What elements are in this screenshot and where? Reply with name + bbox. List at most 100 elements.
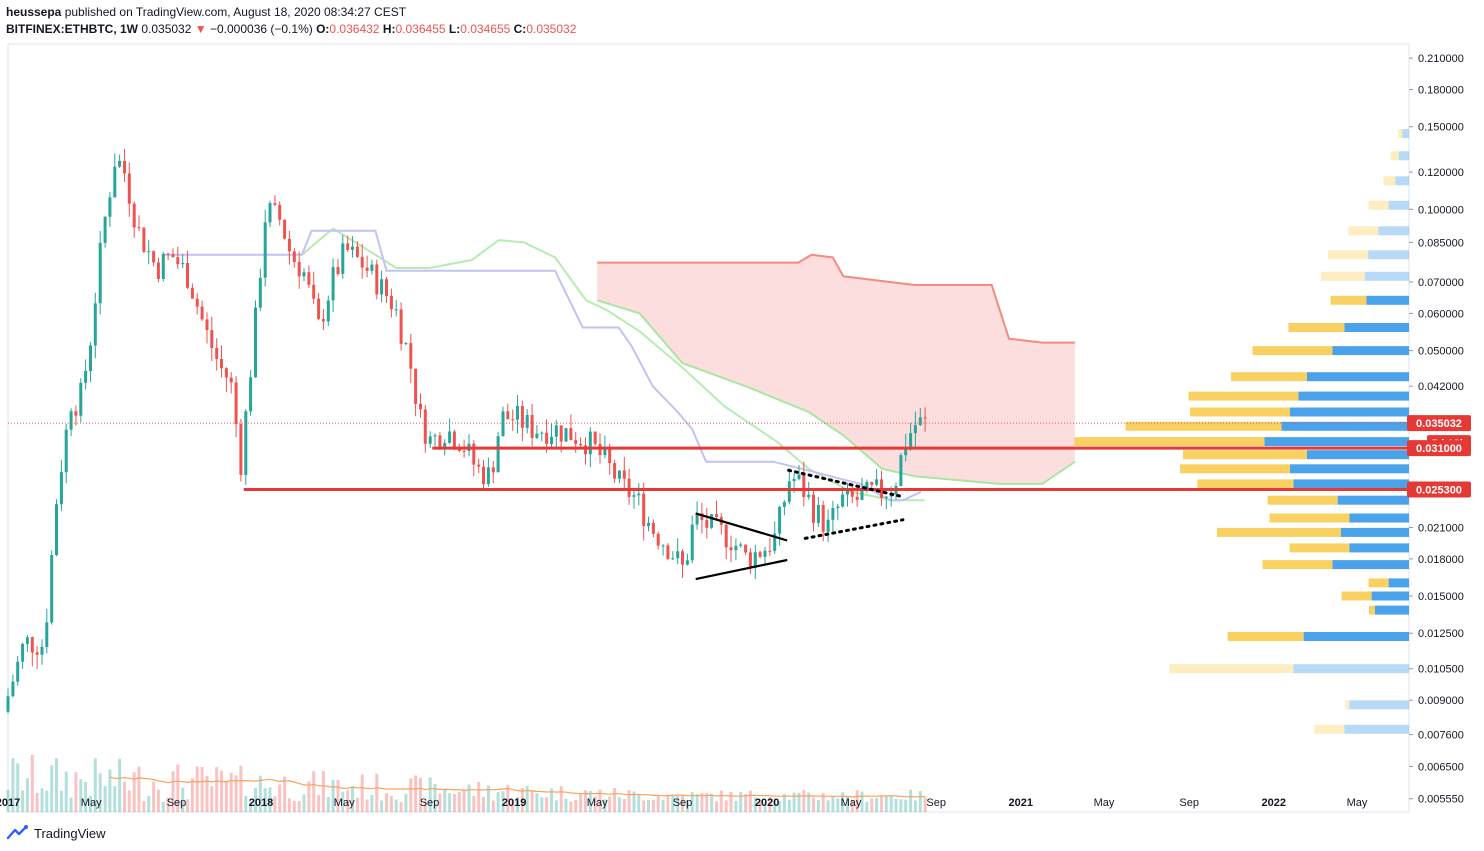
candle-body bbox=[181, 263, 185, 265]
candle-body bbox=[821, 505, 825, 532]
volume-bar bbox=[865, 801, 869, 812]
candle-body bbox=[792, 479, 796, 482]
candle-body bbox=[870, 482, 874, 485]
volume-ma-line bbox=[109, 776, 926, 798]
volume-bar bbox=[501, 791, 505, 812]
volume-bar bbox=[414, 775, 418, 812]
vp-yellow-bar bbox=[1169, 664, 1294, 674]
volume-bar bbox=[181, 787, 185, 812]
volume-bar bbox=[74, 772, 78, 812]
volume-bar bbox=[588, 790, 592, 812]
volume-bar bbox=[603, 799, 607, 812]
y-tick-label: 0.180000 bbox=[1418, 85, 1464, 97]
trendlines[interactable] bbox=[695, 468, 905, 581]
vp-yellow-bar bbox=[1383, 176, 1396, 186]
volume-bar bbox=[321, 771, 325, 812]
candle-body bbox=[389, 295, 393, 310]
symbol-label[interactable]: BITFINEX:ETHBTC, 1W bbox=[6, 22, 138, 36]
candle-body bbox=[224, 368, 228, 378]
candle-body bbox=[171, 254, 175, 258]
candle-body bbox=[651, 522, 655, 534]
volume-bar bbox=[637, 793, 641, 812]
volume-bar bbox=[700, 793, 704, 812]
candle-body bbox=[516, 406, 519, 420]
vp-blue-bar bbox=[1307, 372, 1409, 382]
price-axis[interactable]: 0.210000 0.180000 0.150000 0.120000 0.100000… bbox=[1409, 53, 1464, 806]
volume-bar bbox=[889, 795, 893, 812]
trendline bbox=[695, 558, 788, 581]
vp-yellow-bar bbox=[1348, 226, 1379, 236]
change-arrow-icon: ▼ bbox=[194, 22, 207, 36]
volume-bar bbox=[385, 793, 388, 812]
volume-bar bbox=[550, 788, 553, 812]
volume-bar bbox=[409, 778, 413, 812]
candle-body bbox=[875, 479, 879, 485]
tradingview-brand[interactable]: TradingView bbox=[34, 825, 106, 841]
vp-yellow-bar bbox=[1330, 295, 1367, 305]
vp-yellow-bar bbox=[1197, 479, 1294, 489]
candle-body bbox=[797, 474, 801, 479]
candle-body bbox=[734, 545, 738, 551]
support-lines[interactable] bbox=[8, 422, 1409, 491]
volume-bar bbox=[467, 784, 471, 812]
candle-body bbox=[671, 558, 675, 560]
volume-bar bbox=[152, 781, 156, 812]
candle-body bbox=[176, 257, 180, 265]
volume-bar bbox=[336, 779, 340, 812]
volume-bar bbox=[627, 790, 631, 812]
volume-bar bbox=[768, 797, 772, 812]
x-tick-label: Sep bbox=[420, 797, 440, 809]
volume-bar bbox=[564, 798, 568, 812]
candle-body bbox=[93, 303, 97, 346]
candle-body bbox=[297, 261, 301, 277]
candle-body bbox=[302, 272, 306, 277]
y-tick-label: 0.150000 bbox=[1418, 122, 1464, 134]
candle-body bbox=[846, 488, 849, 495]
y-tick-label: 0.210000 bbox=[1418, 53, 1464, 65]
volume-bar bbox=[884, 795, 888, 812]
vp-blue-bar bbox=[1293, 664, 1409, 674]
tradingview-logo-icon[interactable] bbox=[6, 824, 30, 842]
candle-body bbox=[681, 551, 684, 565]
close-value: 0.035032 bbox=[526, 22, 577, 36]
candle-body bbox=[35, 652, 39, 655]
vp-blue-bar bbox=[1388, 200, 1409, 210]
volume-bar bbox=[113, 786, 117, 812]
volume-bar bbox=[792, 792, 796, 812]
volume-bar bbox=[462, 789, 466, 812]
vp-blue-bar bbox=[1332, 560, 1409, 570]
author-name[interactable]: heussepa bbox=[6, 5, 62, 19]
published-text: published on TradingView.com, August 18,… bbox=[64, 5, 407, 19]
volume-bar bbox=[511, 800, 515, 812]
volume-bar bbox=[535, 793, 539, 812]
volume-bar bbox=[25, 778, 29, 812]
volume-bar bbox=[831, 796, 835, 812]
publish-line: heussepa published on TradingView.com, A… bbox=[6, 5, 406, 19]
volume-bar bbox=[758, 799, 762, 812]
candle-body bbox=[351, 246, 354, 250]
candle-body bbox=[836, 506, 840, 508]
volume-bar bbox=[705, 793, 709, 812]
time-axis[interactable]: 2017 May Sep 2018 May Sep 2019 May Sep 2020 May Sep… bbox=[0, 797, 1368, 809]
volume-bar bbox=[370, 794, 374, 812]
volume-bar bbox=[123, 781, 126, 812]
candle-body bbox=[850, 488, 854, 497]
candle-body bbox=[360, 256, 364, 268]
volume-bar bbox=[855, 790, 859, 812]
candle-body bbox=[685, 560, 689, 565]
candle-body bbox=[913, 425, 917, 434]
volume-bar bbox=[579, 793, 583, 812]
volume-bar bbox=[530, 790, 534, 812]
candle-body bbox=[579, 443, 583, 446]
volume-bar bbox=[443, 788, 447, 812]
volume-bar bbox=[210, 786, 214, 812]
volume-bar bbox=[656, 795, 660, 812]
y-tick-label: 0.021000 bbox=[1418, 523, 1464, 535]
volume-bar bbox=[797, 792, 801, 812]
candle-body bbox=[603, 447, 607, 456]
volume-bar bbox=[491, 800, 495, 812]
candle-body bbox=[904, 447, 908, 456]
candle-body bbox=[375, 264, 379, 295]
